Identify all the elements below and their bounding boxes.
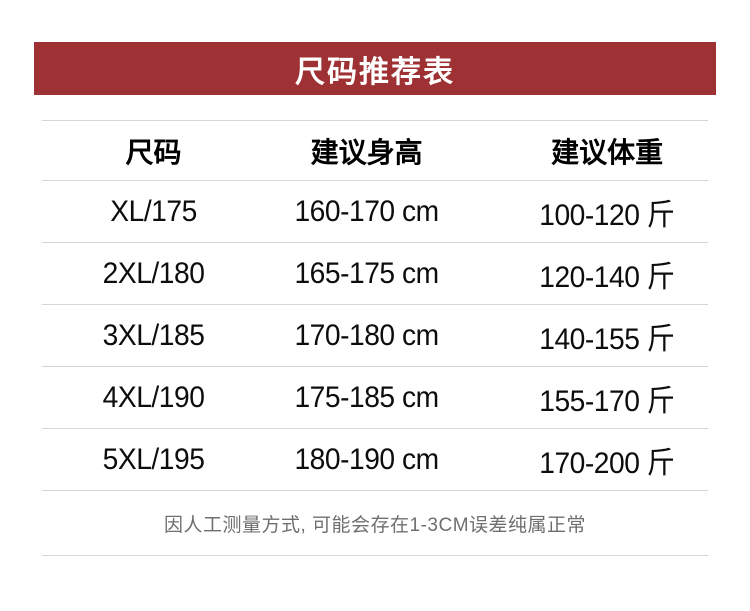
height-cell: 165-175 cm: [294, 256, 440, 290]
note-row: 因人工测量方式, 可能会存在1-3CM误差纯属正常: [42, 491, 708, 556]
page-title: 尺码推荐表: [295, 55, 455, 89]
title-bar: 尺码推荐表: [34, 42, 716, 95]
size-table: 尺码 建议身高 建议体重 XL/175 160-170 cm 100-120 斤…: [42, 120, 708, 556]
table-row: 4XL/190 175-185 cm 155-170 斤: [42, 367, 708, 429]
measurement-note: 因人工测量方式, 可能会存在1-3CM误差纯属正常: [163, 514, 587, 536]
table-row: 3XL/185 170-180 cm 140-155 斤: [42, 305, 708, 367]
weight-cell: 100-120 斤: [539, 198, 675, 232]
table-header-row: 尺码 建议身高 建议体重: [42, 120, 708, 181]
weight-cell: 140-155 斤: [539, 322, 675, 356]
size-cell: XL/175: [110, 194, 197, 228]
table-row: XL/175 160-170 cm 100-120 斤: [42, 181, 708, 243]
height-cell: 170-180 cm: [294, 318, 440, 352]
weight-cell: 170-200 斤: [539, 446, 675, 480]
height-cell: 175-185 cm: [294, 380, 440, 414]
column-header-height: 建议身高: [310, 136, 423, 168]
weight-cell: 120-140 斤: [539, 260, 675, 294]
size-cell: 5XL/195: [102, 442, 205, 476]
height-cell: 180-190 cm: [294, 442, 440, 476]
height-cell: 160-170 cm: [294, 194, 440, 228]
size-cell: 4XL/190: [102, 380, 205, 414]
weight-cell: 155-170 斤: [539, 384, 675, 418]
table-row: 5XL/195 180-190 cm 170-200 斤: [42, 429, 708, 491]
table-row: 2XL/180 165-175 cm 120-140 斤: [42, 243, 708, 305]
column-header-weight: 建议体重: [551, 136, 664, 168]
size-cell: 2XL/180: [102, 256, 205, 290]
column-header-size: 尺码: [125, 136, 182, 168]
size-cell: 3XL/185: [102, 318, 205, 352]
